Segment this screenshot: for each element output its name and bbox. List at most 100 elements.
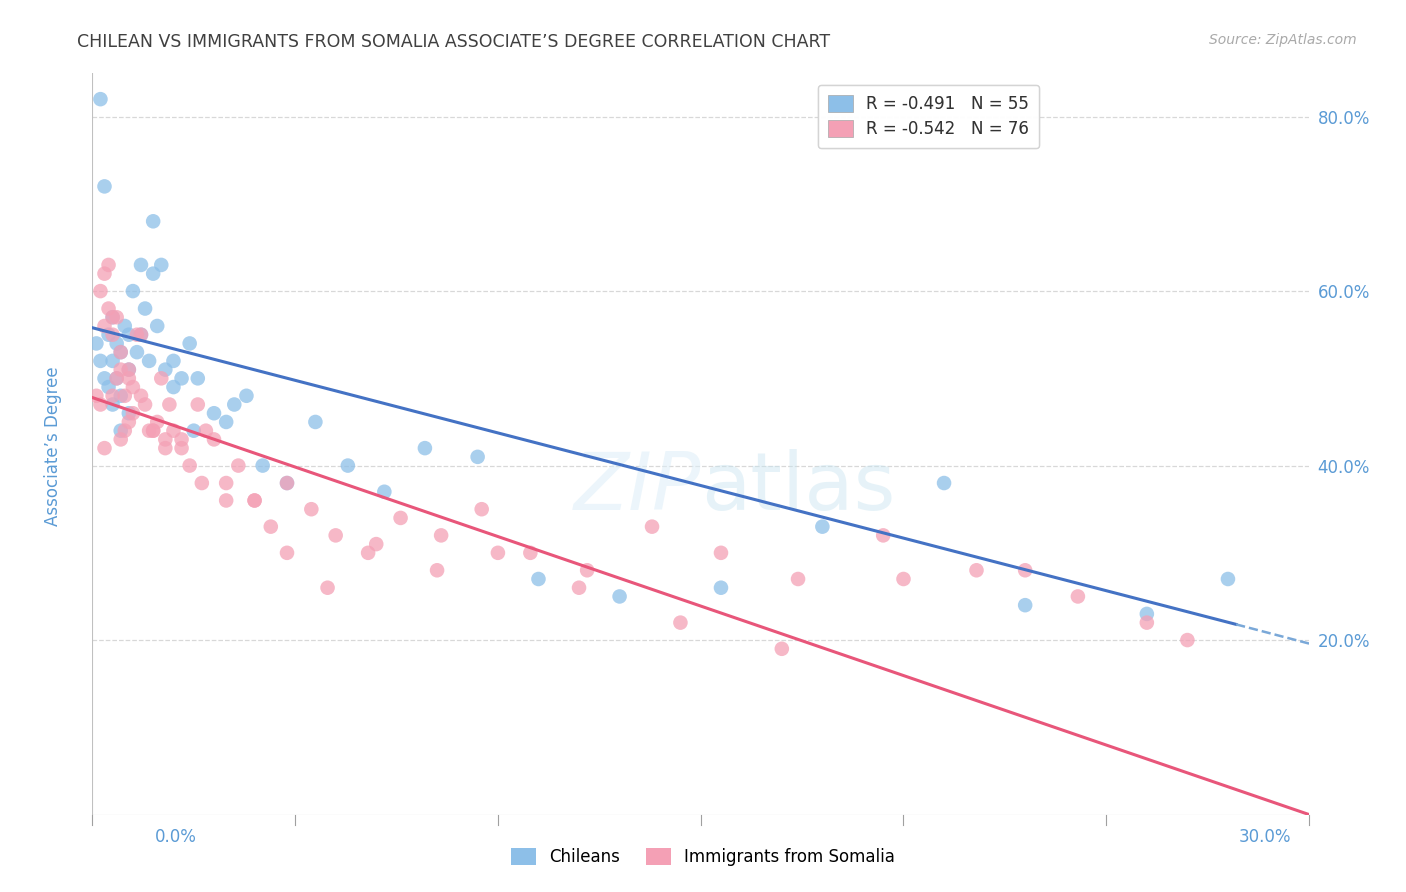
Point: [134, 397, 156, 411]
Point: [118, 415, 141, 429]
Point: [118, 327, 141, 342]
Point: [710, 581, 733, 595]
Point: [162, 380, 184, 394]
Point: [134, 301, 156, 316]
Point: [1136, 615, 1159, 630]
Point: [243, 493, 266, 508]
Point: [304, 415, 326, 429]
Text: Source: ZipAtlas.com: Source: ZipAtlas.com: [1209, 33, 1357, 47]
Point: [1067, 590, 1090, 604]
Point: [316, 581, 339, 595]
Point: [932, 476, 955, 491]
Point: [191, 476, 214, 491]
Point: [157, 397, 180, 411]
Point: [373, 484, 395, 499]
Point: [110, 433, 132, 447]
Point: [202, 406, 225, 420]
Point: [179, 336, 201, 351]
Point: [138, 354, 160, 368]
Point: [93, 371, 115, 385]
Point: [1177, 633, 1199, 648]
Point: [276, 476, 298, 491]
Point: [187, 397, 209, 411]
Point: [97, 301, 120, 316]
Point: [155, 433, 177, 447]
Point: [118, 362, 141, 376]
Text: atlas: atlas: [700, 450, 896, 527]
Point: [194, 424, 217, 438]
Point: [162, 354, 184, 368]
Point: [1136, 607, 1159, 621]
Point: [89, 354, 111, 368]
Point: [110, 424, 132, 438]
Point: [1216, 572, 1239, 586]
Point: [252, 458, 274, 473]
Point: [101, 389, 124, 403]
Legend: R = -0.491   N = 55, R = -0.542   N = 76: R = -0.491 N = 55, R = -0.542 N = 76: [818, 85, 1039, 148]
Point: [235, 389, 257, 403]
Point: [122, 406, 145, 420]
Point: [101, 310, 124, 325]
Point: [576, 563, 599, 577]
Point: [170, 441, 193, 455]
Point: [110, 345, 132, 359]
Point: [366, 537, 388, 551]
Point: [325, 528, 347, 542]
Point: [125, 327, 148, 342]
Point: [179, 458, 201, 473]
Point: [97, 258, 120, 272]
Point: [105, 310, 128, 325]
Point: [110, 389, 132, 403]
Text: CHILEAN VS IMMIGRANTS FROM SOMALIA ASSOCIATE’S DEGREE CORRELATION CHART: CHILEAN VS IMMIGRANTS FROM SOMALIA ASSOC…: [77, 33, 831, 51]
Point: [710, 546, 733, 560]
Point: [183, 424, 205, 438]
Point: [101, 397, 124, 411]
Point: [142, 424, 165, 438]
Point: [471, 502, 494, 516]
Point: [228, 458, 250, 473]
Point: [187, 371, 209, 385]
Point: [105, 371, 128, 385]
Point: [86, 336, 108, 351]
Point: [114, 424, 136, 438]
Text: Associate’s Degree: Associate’s Degree: [45, 367, 62, 525]
Point: [966, 563, 988, 577]
Point: [426, 563, 449, 577]
Point: [527, 572, 550, 586]
Point: [1014, 598, 1036, 612]
Point: [146, 415, 169, 429]
Point: [110, 345, 132, 359]
Legend: Chileans, Immigrants from Somalia: Chileans, Immigrants from Somalia: [505, 841, 901, 873]
Point: [93, 441, 115, 455]
Point: [162, 424, 184, 438]
Point: [215, 415, 238, 429]
Point: [101, 310, 124, 325]
Point: [125, 345, 148, 359]
Point: [336, 458, 359, 473]
Point: [519, 546, 541, 560]
Point: [129, 327, 152, 342]
Point: [110, 362, 132, 376]
Point: [138, 424, 160, 438]
Point: [105, 371, 128, 385]
Point: [641, 519, 664, 533]
Point: [202, 433, 225, 447]
Point: [872, 528, 894, 542]
Point: [430, 528, 453, 542]
Point: [142, 267, 165, 281]
Point: [276, 476, 298, 491]
Point: [118, 406, 141, 420]
Point: [150, 371, 173, 385]
Point: [89, 284, 111, 298]
Point: [170, 433, 193, 447]
Point: [129, 389, 152, 403]
Point: [129, 327, 152, 342]
Point: [101, 327, 124, 342]
Point: [146, 318, 169, 333]
Point: [486, 546, 509, 560]
Point: [215, 493, 238, 508]
Point: [224, 397, 246, 411]
Point: [129, 258, 152, 272]
Point: [243, 493, 266, 508]
Point: [86, 389, 108, 403]
